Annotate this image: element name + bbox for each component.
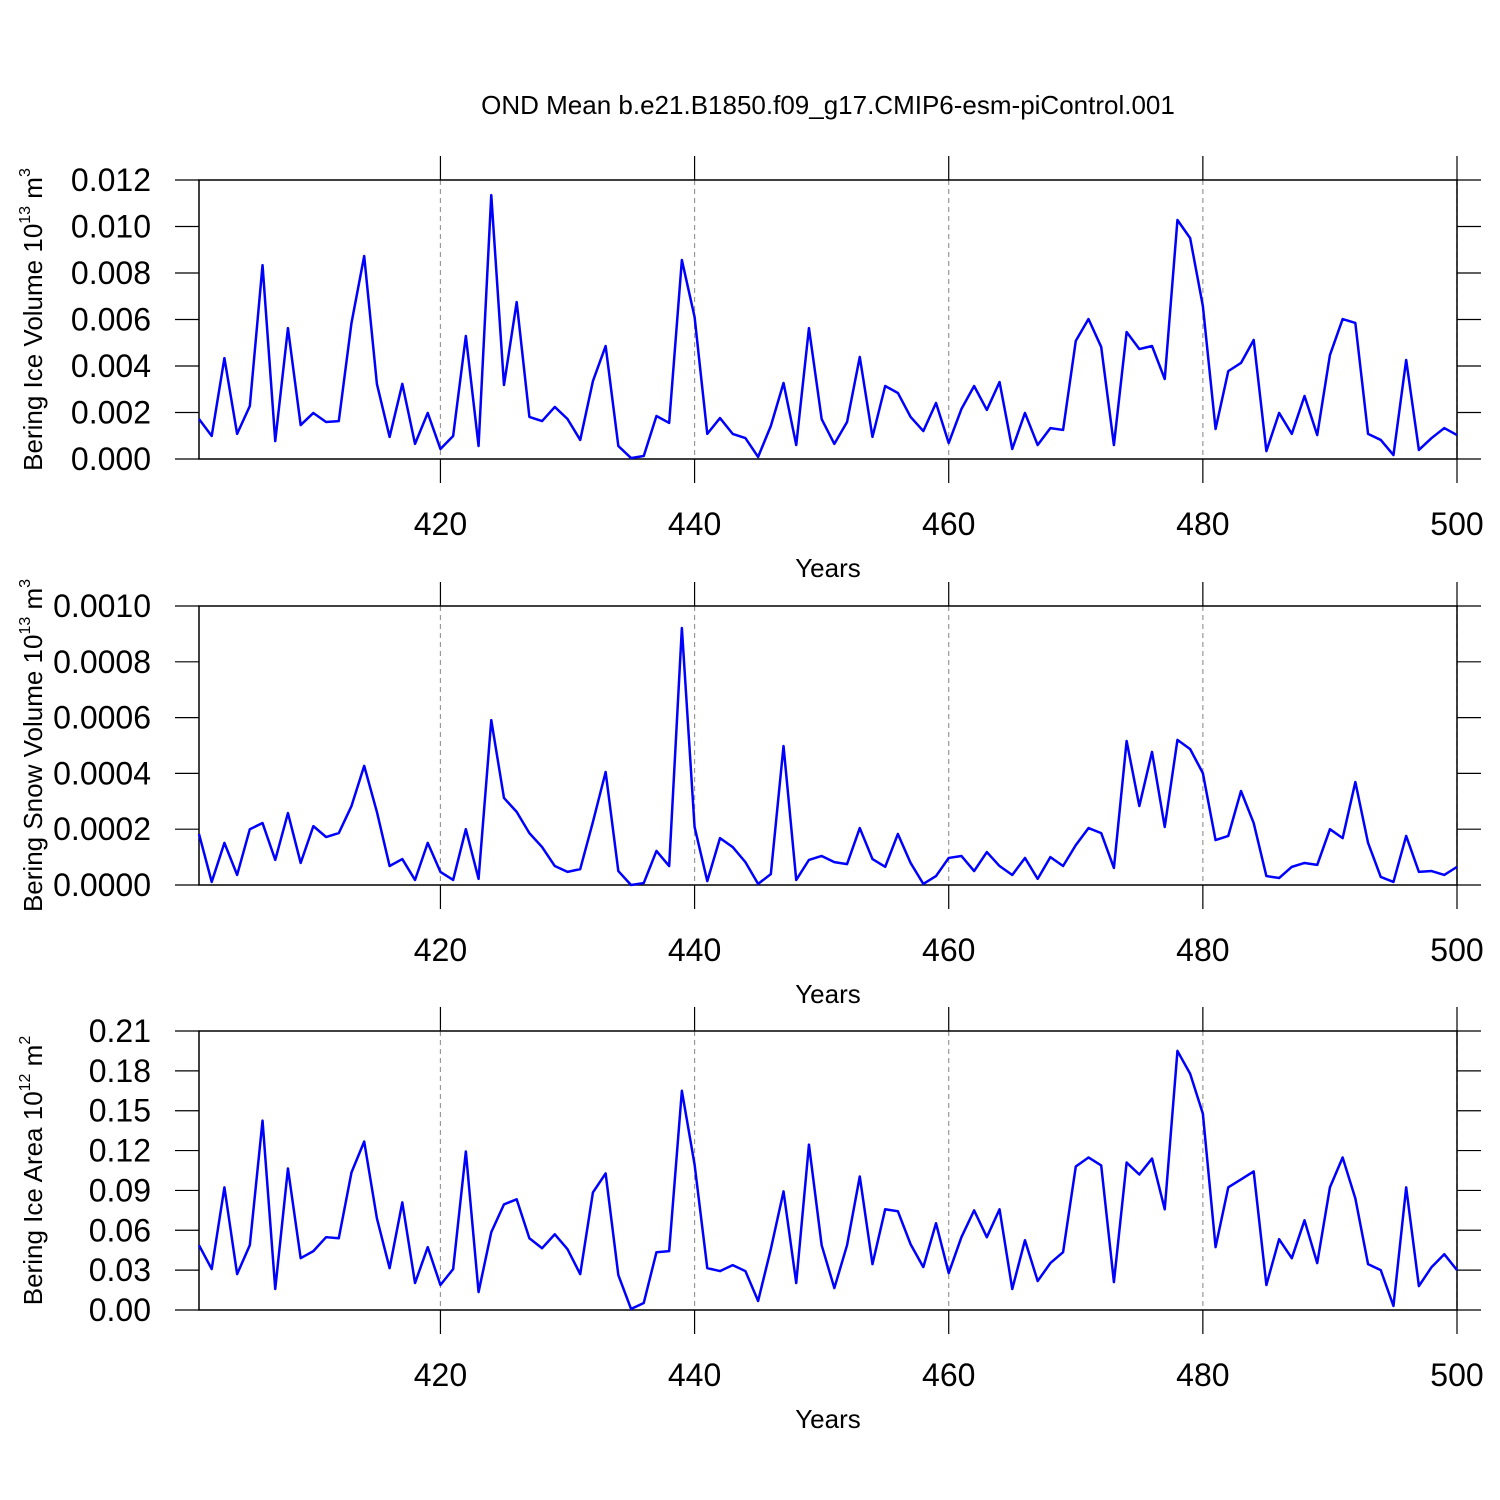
y-axis-label-exponent: 13: [17, 617, 34, 635]
data-line: [197, 1049, 1458, 1311]
plot-frame: [198, 605, 1458, 886]
y-tick-label: 0.006: [71, 302, 151, 338]
y-axis-label-unit: m: [18, 1045, 48, 1074]
y-tick-label: 0.010: [71, 209, 151, 245]
y-tick-label: 0.008: [71, 255, 151, 291]
y-tick-label: 0.03: [89, 1252, 151, 1288]
x-tick-label: 480: [1176, 506, 1229, 542]
y-tick-label: 0.002: [71, 395, 151, 431]
y-tick-label: 0.0000: [53, 867, 151, 903]
x-axis-label: Years: [795, 1404, 861, 1434]
data-line: [197, 193, 1458, 460]
y-tick-label: 0.0008: [53, 644, 151, 680]
plot-frame: [198, 179, 1458, 460]
y-axis-label-unit-exponent: 3: [17, 168, 34, 177]
y-axis-label-text: Bering Snow Volume 10: [18, 635, 48, 913]
y-tick-label: 0.0002: [53, 811, 151, 847]
y-axis-label-unit: m: [18, 588, 48, 617]
data-line: [197, 626, 1458, 887]
x-axis-label: Years: [795, 979, 861, 1009]
x-tick-label: 480: [1176, 932, 1229, 968]
y-axis-label-text: Bering Ice Area 10: [18, 1091, 48, 1305]
x-tick-label: 500: [1430, 932, 1483, 968]
y-axis-label: Bering Ice Area 1012 m2: [17, 1036, 48, 1306]
y-tick-label: 0.0006: [53, 700, 151, 736]
y-tick-label: 0.012: [71, 162, 151, 198]
y-tick-label: 0.004: [71, 348, 151, 384]
chart-title: OND Mean b.e21.B1850.f09_g17.CMIP6-esm-p…: [481, 90, 1175, 120]
y-tick-label: 0.09: [89, 1172, 151, 1208]
y-tick-label: 0.06: [89, 1212, 151, 1248]
y-axis-label-text: Bering Ice Volume 10: [18, 224, 48, 471]
x-axis-label: Years: [795, 553, 861, 583]
y-axis-label: Bering Snow Volume 1013 m3: [17, 579, 48, 912]
y-tick-label: 0.000: [71, 441, 151, 477]
x-tick-label: 420: [414, 506, 467, 542]
y-axis-label-exponent: 12: [17, 1073, 34, 1091]
y-axis-label-unit: m: [18, 177, 48, 206]
x-tick-label: 480: [1176, 1357, 1229, 1393]
x-tick-label: 420: [414, 1357, 467, 1393]
y-tick-label: 0.0004: [53, 755, 151, 791]
y-axis-label-unit-exponent: 3: [17, 579, 34, 588]
y-tick-label: 0.12: [89, 1133, 151, 1169]
x-tick-label: 500: [1430, 506, 1483, 542]
x-tick-label: 440: [668, 506, 721, 542]
y-axis-label-unit-exponent: 2: [17, 1036, 34, 1045]
y-axis-label: Bering Ice Volume 1013 m3: [17, 168, 48, 471]
y-tick-label: 0.0010: [53, 588, 151, 624]
x-tick-label: 420: [414, 932, 467, 968]
y-tick-label: 0.21: [89, 1013, 151, 1049]
x-tick-label: 500: [1430, 1357, 1483, 1393]
y-tick-label: 0.00: [89, 1292, 151, 1328]
x-tick-label: 460: [922, 932, 975, 968]
plot-frame: [198, 1030, 1458, 1311]
x-tick-label: 460: [922, 506, 975, 542]
x-tick-label: 460: [922, 1357, 975, 1393]
y-axis-label-exponent: 13: [17, 206, 34, 224]
x-tick-label: 440: [668, 1357, 721, 1393]
y-tick-label: 0.18: [89, 1053, 151, 1089]
y-tick-label: 0.15: [89, 1093, 151, 1129]
x-tick-label: 440: [668, 932, 721, 968]
